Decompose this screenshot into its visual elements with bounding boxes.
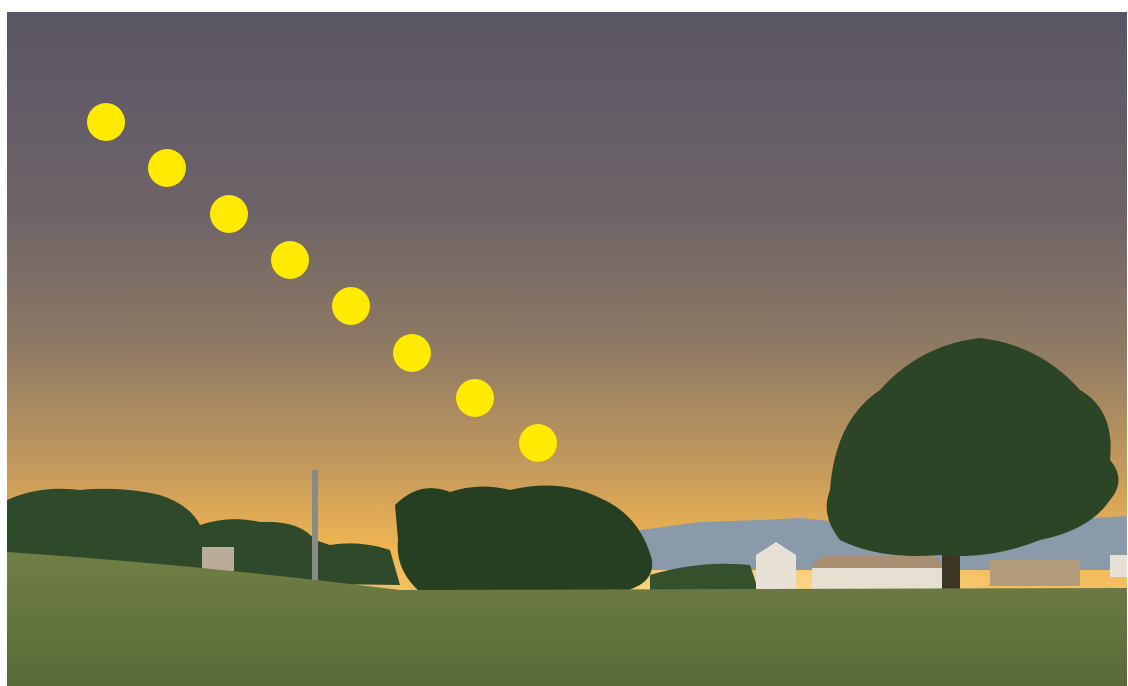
sun	[332, 287, 370, 325]
house-left	[202, 547, 234, 571]
sun	[148, 149, 186, 187]
farmhouse-roof	[810, 556, 945, 568]
scene	[0, 0, 1128, 686]
photo	[7, 12, 1127, 686]
house-right	[1110, 555, 1127, 577]
sun	[519, 424, 557, 462]
sun	[456, 379, 494, 417]
utility-pole	[312, 470, 318, 582]
sun	[210, 195, 248, 233]
sun	[87, 103, 125, 141]
sun	[271, 241, 309, 279]
sun	[393, 334, 431, 372]
page	[0, 0, 1128, 686]
barn	[990, 560, 1080, 586]
